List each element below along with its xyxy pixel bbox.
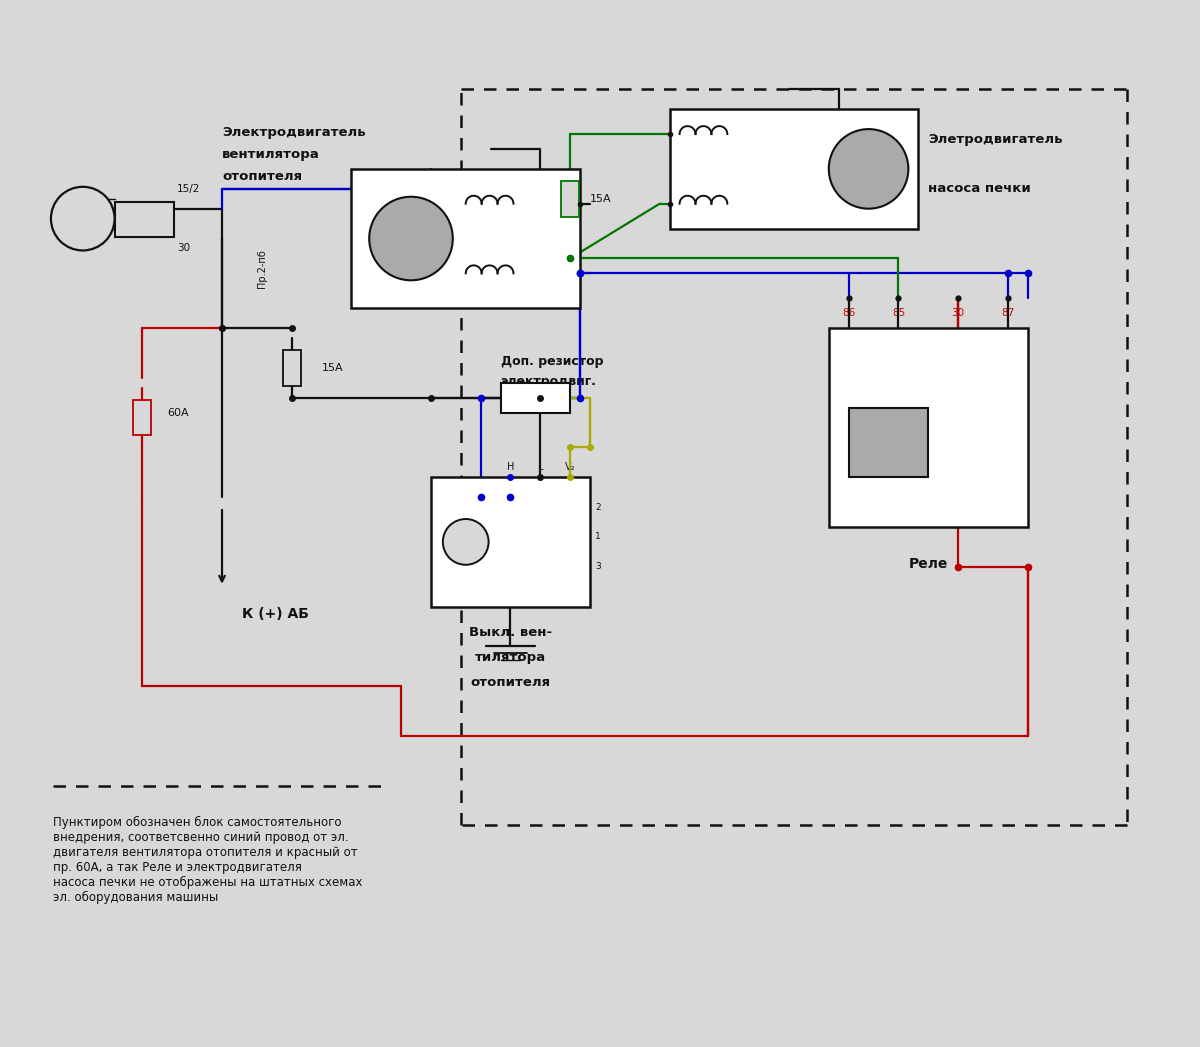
Bar [670,109,918,228]
Text: 2: 2 [595,503,601,512]
Text: 15А: 15А [322,363,343,373]
Text: насоса печки: насоса печки [929,182,1031,196]
Circle shape [829,129,908,208]
Bar [114,202,174,237]
Text: 3: 3 [595,562,601,572]
Bar [848,407,929,477]
Text: Выкл. вен-: Выкл. вен- [469,626,552,640]
Bar [283,350,300,385]
Text: 86: 86 [842,308,856,318]
Text: 85: 85 [892,308,905,318]
Bar [500,383,570,413]
Text: 30: 30 [178,244,191,253]
Text: отопителя: отопителя [470,676,551,689]
Text: отопителя: отопителя [222,170,302,183]
Text: 87: 87 [1001,308,1014,318]
Text: 60А: 60А [167,407,188,418]
Text: H: H [506,463,514,472]
Bar [431,477,590,606]
Text: Пр.2-пб: Пр.2-пб [257,249,266,288]
Text: Доп. резистор: Доп. резистор [500,355,604,367]
Text: вентилятора: вентилятора [222,148,319,161]
Circle shape [50,186,114,250]
Bar [829,328,1027,527]
Text: 1: 1 [595,533,601,541]
Text: L: L [538,463,544,472]
Circle shape [370,197,452,281]
Text: Реле: Реле [908,557,948,571]
Text: Элетродвигатель: Элетродвигатель [929,133,1063,146]
Circle shape [443,519,488,564]
Text: 15А: 15А [590,194,612,204]
Text: 30: 30 [952,308,965,318]
Text: тилятора: тилятора [475,651,546,664]
Text: V₂: V₂ [565,463,576,472]
Bar [133,400,151,436]
Text: Пунктиром обозначен блок самостоятельного
внедрения, соответсвенно синий провод : Пунктиром обозначен блок самостоятельног… [53,816,362,904]
Text: Электродвигатель: Электродвигатель [222,126,366,139]
Text: 15/2: 15/2 [178,184,200,194]
Text: К (+) АБ: К (+) АБ [242,606,308,621]
Text: электродвиг.: электродвиг. [500,375,596,387]
Bar [352,169,580,308]
Bar [562,181,580,217]
